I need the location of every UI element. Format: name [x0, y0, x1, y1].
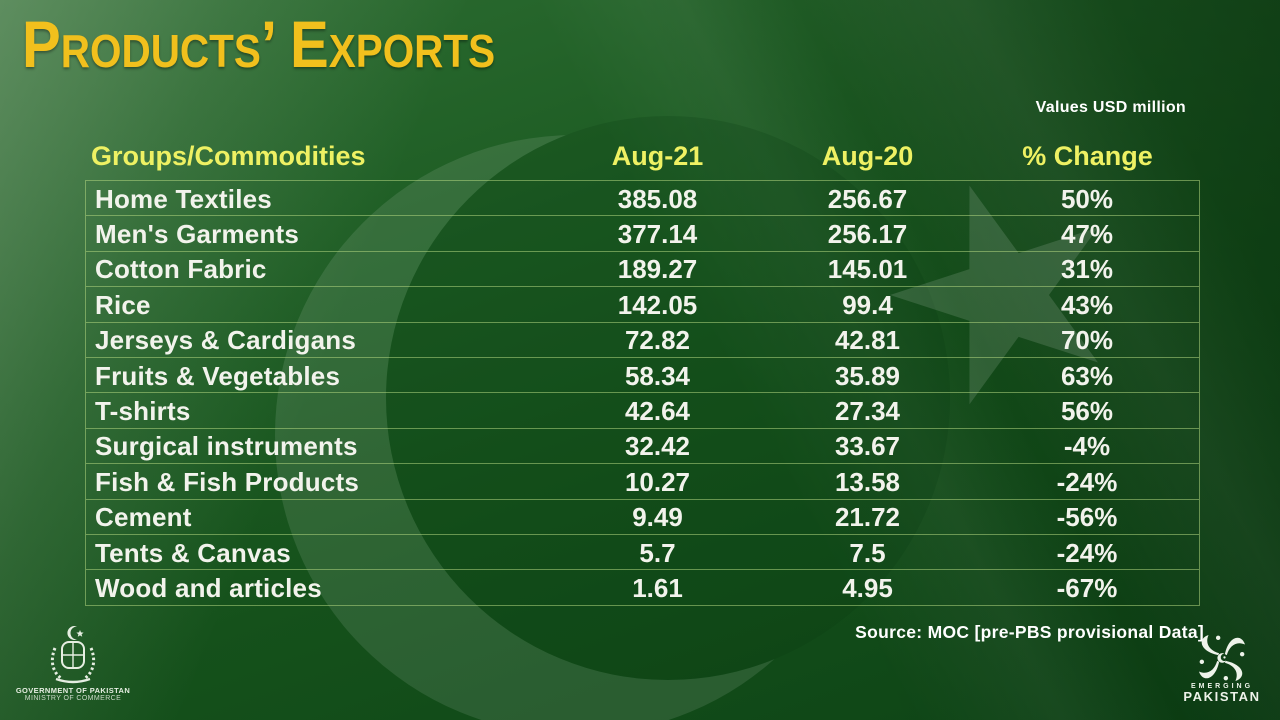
aug21-cell: 72.82: [624, 325, 691, 356]
table-row: Fish & Fish Products 10.27 13.58 -24%: [86, 463, 1199, 498]
table-row: Cotton Fabric 189.27 145.01 31%: [86, 250, 1199, 286]
header-change: % Change: [1022, 140, 1153, 171]
gov-logo-line2: MINISTRY OF COMMERCE: [24, 695, 122, 702]
commodity-cell: Cotton Fabric: [95, 254, 267, 285]
aug20-cell: 13.58: [834, 466, 901, 497]
aug21-cell: 32.42: [624, 431, 691, 462]
unit-note: Values USD million: [1035, 99, 1186, 116]
change-cell: -56%: [1056, 502, 1118, 533]
change-cell: 56%: [1060, 396, 1114, 427]
aug21-cell: 1.61: [632, 572, 683, 603]
aug20-cell: 145.01: [827, 254, 908, 285]
aug20-cell: 99.4: [842, 289, 893, 320]
government-logo: GOVERNMENT OF PAKISTAN MINISTRY OF COMME…: [14, 622, 132, 702]
aug21-cell: 42.64: [624, 396, 691, 427]
header-commodities: Groups/Commodities: [91, 140, 366, 171]
commodity-cell: Men's Garments: [95, 219, 300, 250]
change-cell: -24%: [1056, 466, 1118, 497]
commodity-cell: Rice: [95, 289, 151, 320]
aug21-cell: 385.08: [617, 183, 698, 214]
ep-logo-line1: EMERGING: [1190, 683, 1254, 690]
page-title: Products’ Exports: [22, 7, 496, 81]
table-row: Cement 9.49 21.72 -56%: [86, 498, 1199, 534]
aug20-cell: 4.95: [842, 572, 893, 603]
table-row: Fruits & Vegetables 58.34 35.89 63%: [86, 356, 1199, 392]
table-row: Surgical instruments 32.42 33.67 -4%: [86, 427, 1199, 463]
commodity-cell: Jerseys & Cardigans: [95, 325, 357, 356]
aug20-cell: 35.89: [834, 360, 901, 391]
aug20-cell: 256.17: [827, 219, 908, 250]
commodity-cell: Cement: [95, 502, 192, 533]
table-row: Men's Garments 377.14 256.17 47%: [86, 215, 1199, 250]
emerging-pakistan-swirl-icon: [1198, 634, 1246, 682]
change-cell: 43%: [1060, 289, 1114, 320]
header-aug21: Aug-21: [611, 140, 704, 171]
commodity-cell: Surgical instruments: [95, 431, 358, 462]
pakistan-emblem-icon: [50, 626, 96, 684]
ep-logo-line2: PAKISTAN: [1183, 689, 1261, 704]
aug21-cell: 5.7: [639, 537, 676, 568]
change-cell: 47%: [1060, 219, 1114, 250]
table-body: Home Textiles 385.08 256.67 50% Men's Ga…: [85, 180, 1200, 606]
aug20-cell: 21.72: [834, 502, 901, 533]
change-cell: 31%: [1060, 254, 1114, 285]
aug20-cell: 33.67: [834, 431, 901, 462]
table-row: Wood and articles 1.61 4.95 -67%: [86, 569, 1199, 604]
source-note: Source: MOC [pre-PBS provisional Data]: [855, 622, 1204, 642]
aug20-cell: 27.34: [834, 396, 901, 427]
commodity-cell: Fruits & Vegetables: [95, 360, 341, 391]
change-cell: 63%: [1060, 360, 1114, 391]
commodity-cell: Wood and articles: [95, 572, 322, 603]
change-cell: -24%: [1056, 537, 1118, 568]
commodity-cell: Tents & Canvas: [95, 537, 291, 568]
exports-table: Groups/Commodities Aug-21 Aug-20 % Chang…: [85, 132, 1200, 606]
aug21-cell: 189.27: [617, 254, 698, 285]
commodity-cell: T-shirts: [95, 396, 191, 427]
change-cell: -67%: [1056, 572, 1118, 603]
change-cell: -4%: [1063, 431, 1111, 462]
change-cell: 50%: [1060, 183, 1114, 214]
emerging-pakistan-logo: EMERGING PAKISTAN: [1174, 634, 1270, 704]
aug21-cell: 58.34: [624, 360, 691, 391]
aug20-cell: 256.67: [827, 183, 908, 214]
table-row: Jerseys & Cardigans 72.82 42.81 70%: [86, 321, 1199, 357]
aug21-cell: 377.14: [617, 219, 698, 250]
aug21-cell: 10.27: [624, 466, 691, 497]
commodity-cell: Home Textiles: [95, 183, 272, 214]
aug21-cell: 9.49: [632, 502, 683, 533]
gov-logo-line1: GOVERNMENT OF PAKISTAN: [15, 686, 131, 695]
aug20-cell: 42.81: [834, 325, 901, 356]
table-row: T-shirts 42.64 27.34 56%: [86, 392, 1199, 427]
aug21-cell: 142.05: [617, 289, 698, 320]
table-row: Rice 142.05 99.4 43%: [86, 286, 1199, 321]
table-row: Home Textiles 385.08 256.67 50%: [86, 180, 1199, 215]
aug20-cell: 7.5: [849, 537, 886, 568]
table-header-row: Groups/Commodities Aug-21 Aug-20 % Chang…: [85, 132, 1200, 180]
table-row: Tents & Canvas 5.7 7.5 -24%: [86, 533, 1199, 569]
commodity-cell: Fish & Fish Products: [95, 466, 360, 497]
header-aug20: Aug-20: [821, 140, 914, 171]
change-cell: 70%: [1060, 325, 1114, 356]
